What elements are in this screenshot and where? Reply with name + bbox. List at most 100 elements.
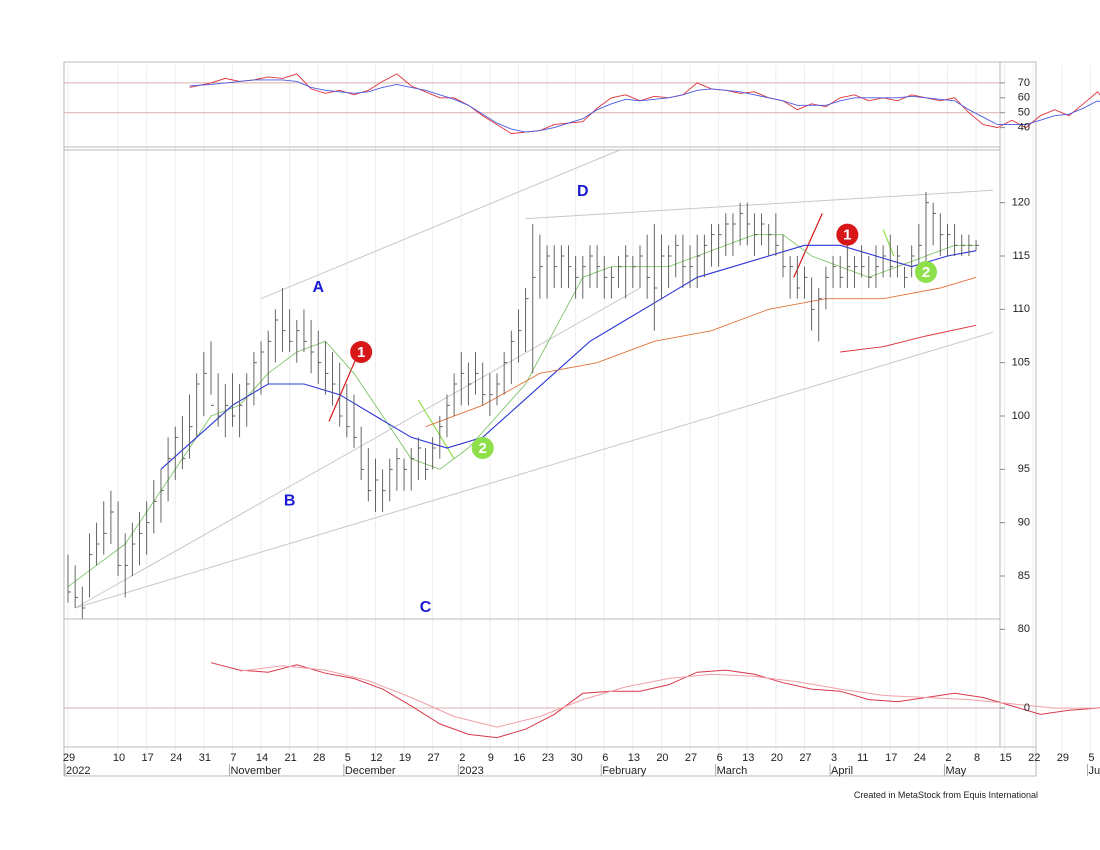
x-month-label: May (945, 765, 966, 777)
x-day-label: 27 (685, 752, 697, 764)
price-bar (417, 437, 422, 480)
price-bar (553, 245, 558, 288)
x-day-label: 13 (742, 752, 754, 764)
breakout-line (882, 229, 895, 257)
marker-1: 1 (836, 223, 859, 246)
price-bar (246, 373, 250, 427)
ma-extra-line (840, 324, 977, 353)
macd-tick-label: 0 (1024, 702, 1030, 714)
price-bar (203, 352, 207, 416)
price-bars (67, 192, 980, 619)
x-day-label: 7 (230, 752, 236, 764)
price-bar (539, 234, 543, 299)
price-bar (761, 213, 765, 246)
price-bar (839, 256, 844, 288)
x-day-label: 8 (974, 752, 980, 764)
x-day-label: 27 (428, 752, 440, 764)
price-bar (446, 394, 450, 438)
price-bar (875, 245, 879, 288)
price-bar (975, 240, 980, 251)
price-bar (267, 330, 272, 384)
x-month-label: 2023 (459, 765, 483, 777)
rsi-tick-label: 70 (1018, 77, 1030, 89)
x-month-label: November (230, 765, 281, 777)
indicator-lines (189, 73, 1100, 739)
price-bar (367, 448, 372, 502)
x-day-label: 12 (370, 752, 382, 764)
x-day-label: 3 (831, 752, 837, 764)
x-day-label: 17 (885, 752, 897, 764)
marker-2: 2 (471, 437, 494, 459)
marker-1: 1 (350, 341, 373, 363)
price-bar (560, 245, 565, 288)
price-bar (668, 245, 672, 288)
price-bar (231, 373, 236, 427)
x-day-label: 14 (256, 752, 268, 764)
x-day-label: 29 (63, 752, 75, 764)
price-bar (489, 373, 493, 416)
price-bar (525, 288, 529, 352)
price-bar (67, 554, 71, 603)
price-bar (575, 256, 579, 299)
price-bar (961, 234, 965, 256)
price-bar (639, 245, 643, 288)
price-bar (825, 266, 829, 310)
price-bar (389, 458, 393, 502)
price-bar (889, 234, 894, 278)
price-bar (796, 256, 801, 299)
x-day-label: 22 (1028, 752, 1040, 764)
price-bar (503, 352, 508, 395)
rsi-tick-label: 40 (1018, 122, 1030, 134)
x-month-label: December (345, 765, 396, 777)
price-bar (174, 426, 179, 480)
price-bar (811, 277, 815, 331)
price-bar (846, 245, 851, 288)
price-bar (689, 245, 694, 288)
trend-line (74, 287, 641, 609)
price-bar (568, 245, 572, 288)
price-bar (210, 341, 214, 406)
rsi-tick-label: 60 (1018, 92, 1030, 104)
price-bar (832, 256, 837, 288)
price-bar (618, 256, 622, 288)
price-bar (353, 394, 357, 448)
x-day-label: 2 (945, 752, 951, 764)
x-day-label: 16 (513, 752, 525, 764)
price-bar (239, 384, 243, 438)
price-bar (96, 522, 100, 566)
price-bar (947, 224, 951, 256)
x-day-label: 19 (399, 752, 411, 764)
price-bar (81, 586, 86, 619)
pattern-label-c: C (420, 599, 432, 616)
price-bar (718, 224, 722, 267)
price-bar (324, 341, 329, 395)
price-bar (725, 213, 729, 256)
price-bar (854, 256, 858, 288)
price-bar (217, 373, 222, 427)
marker-label: 1 (843, 227, 851, 244)
price-bar (582, 256, 586, 299)
price-tick-label: 105 (1012, 357, 1030, 369)
price-bar (317, 330, 322, 384)
price-bar (296, 320, 300, 363)
macd-signal-line (239, 665, 1100, 728)
price-bar (310, 320, 315, 374)
trend-lines (74, 149, 994, 609)
x-day-label: 10 (113, 752, 125, 764)
price-bar (274, 309, 279, 363)
price-bar (882, 245, 887, 278)
x-day-label: 28 (313, 752, 325, 764)
price-bar (482, 362, 486, 406)
price-bar (382, 469, 386, 512)
price-bar (167, 437, 172, 502)
price-bar (603, 256, 608, 299)
ma-long-line (425, 276, 977, 428)
x-day-label: 23 (542, 752, 554, 764)
chart-frame (63, 61, 1037, 777)
x-month-label: February (602, 765, 647, 777)
price-bar (682, 234, 686, 288)
marker-circle (915, 261, 937, 283)
marker-circle (350, 341, 373, 363)
price-bar (453, 373, 458, 416)
